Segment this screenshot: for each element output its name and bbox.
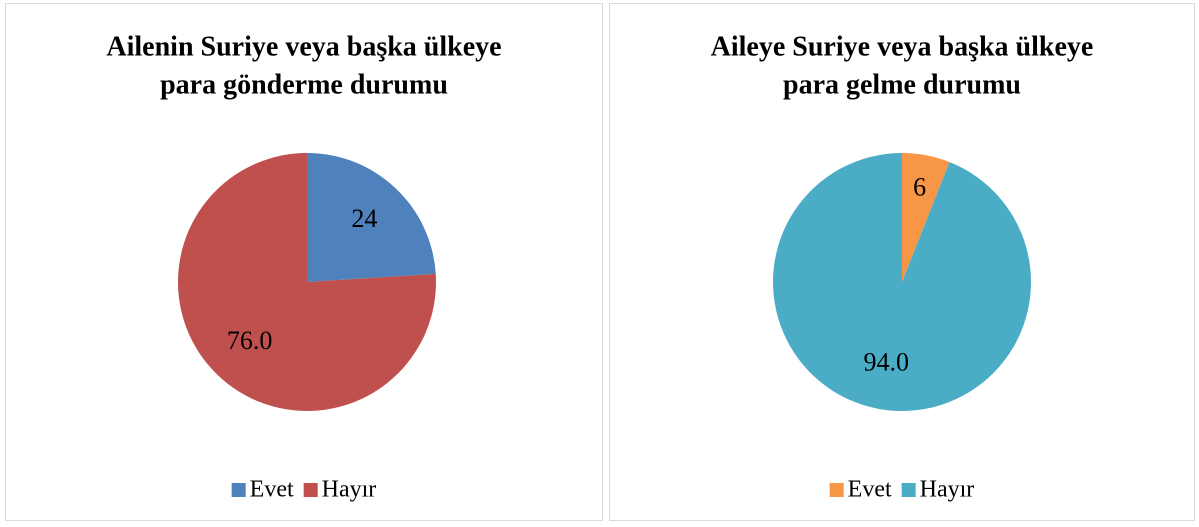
panel-border [609,3,1195,521]
pie-slice [307,153,436,282]
legend-swatch [303,483,318,497]
data-label: 6 [913,172,926,201]
data-label: 76.0 [227,326,273,355]
data-label: 24 [351,204,377,233]
chart-title: para gelme durumu [783,69,1021,100]
data-label: 94.0 [864,347,910,376]
legend-swatch [231,483,246,497]
legend-label: Evet [250,477,294,503]
chart-title: Aileye Suriye veya başka ülkeye [711,31,1094,62]
legend-label: Hayır [322,477,377,503]
chart-panel: Aileye Suriye veya başka ülkeye para gelm… [609,3,1195,521]
chart-panel: Ailenin Suriye veya başka ülkeye para gön… [5,3,603,521]
pie-slice [178,153,437,411]
chart-title: Ailenin Suriye veya başka ülkeye [106,31,501,62]
legend-swatch [829,483,844,497]
legend-label: Hayır [920,477,975,503]
legend-swatch [901,483,916,497]
legend-label: Evet [848,477,892,503]
pie-slice [902,153,950,282]
chart-title: para gönderme durumu [160,69,448,100]
panel-border [5,3,603,521]
pie-slice [773,153,1031,412]
